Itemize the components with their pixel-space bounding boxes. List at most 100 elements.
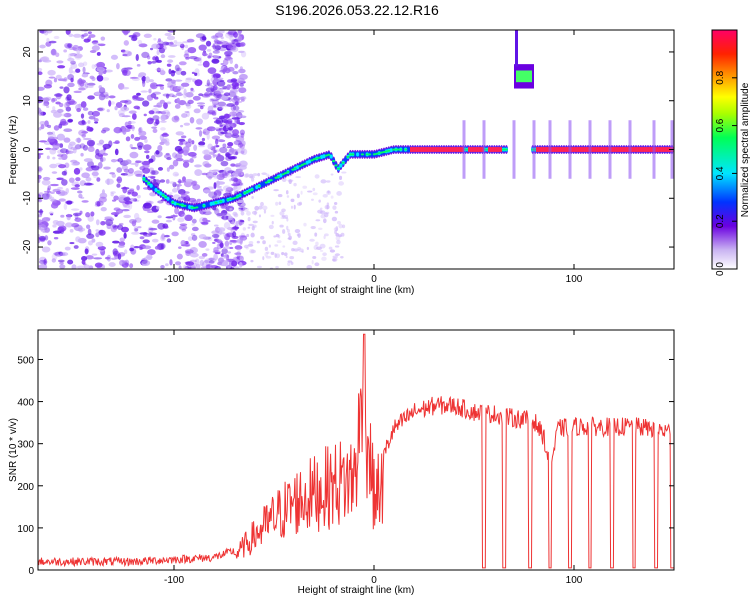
- noise-speck: [84, 81, 89, 89]
- noise-speck: [96, 61, 106, 69]
- noise-speck: [101, 77, 110, 81]
- noise-speck: [273, 189, 279, 192]
- vertical-streak: [608, 120, 612, 179]
- noise-speck: [194, 169, 203, 177]
- x-tick-label: -100: [164, 274, 184, 285]
- noise-speck: [121, 262, 129, 268]
- signal-trace-mark: [219, 200, 223, 203]
- noise-speck: [232, 211, 238, 216]
- noise-speck: [199, 259, 205, 267]
- noise-speck: [287, 228, 290, 233]
- noise-speck: [160, 114, 166, 122]
- noise-speck: [51, 131, 56, 135]
- noise-speck: [66, 94, 72, 101]
- noise-speck: [161, 133, 169, 137]
- noise-speck: [188, 56, 198, 60]
- noise-speck: [220, 253, 224, 257]
- noise-speck: [141, 258, 148, 264]
- noise-speck: [275, 265, 279, 269]
- noise-speck: [194, 164, 202, 168]
- signal-trace-mark: [377, 152, 381, 155]
- noise-speck: [287, 232, 291, 237]
- noise-speck: [311, 259, 314, 265]
- noise-speck: [87, 120, 91, 124]
- noise-speck: [229, 207, 233, 211]
- noise-speck: [87, 146, 95, 153]
- signal-trace-mark: [166, 196, 170, 201]
- noise-speck: [264, 251, 269, 257]
- noise-speck: [201, 112, 210, 120]
- noise-speck: [334, 253, 341, 257]
- noise-speck: [172, 181, 177, 188]
- signal-trace-mark: [284, 172, 288, 175]
- noise-speck: [155, 68, 164, 71]
- noise-speck: [330, 195, 334, 199]
- noise-speck: [160, 54, 166, 59]
- noise-speck: [256, 240, 260, 244]
- noise-speck: [165, 216, 174, 219]
- noise-speck: [98, 70, 103, 76]
- noise-speck: [70, 146, 79, 151]
- noise-speck: [139, 232, 148, 235]
- noise-speck: [273, 235, 277, 238]
- noise-speck: [121, 30, 131, 34]
- noise-speck: [204, 92, 210, 97]
- noise-speck: [184, 44, 189, 49]
- noise-speck: [309, 238, 315, 242]
- vertical-streak: [482, 120, 486, 179]
- noise-speck: [213, 238, 220, 242]
- noise-speck: [294, 229, 301, 234]
- noise-speck: [38, 264, 48, 267]
- noise-speck: [217, 227, 226, 233]
- signal-trace-mark: [344, 156, 348, 163]
- noise-speck: [54, 93, 63, 97]
- noise-speck: [224, 245, 230, 250]
- noise-speck: [148, 88, 152, 94]
- noise-speck: [231, 175, 236, 179]
- noise-speck: [217, 101, 227, 107]
- x-tick-label: 100: [566, 274, 583, 285]
- noise-speck: [323, 212, 329, 218]
- noise-speck: [183, 122, 191, 126]
- noise-speck: [141, 51, 150, 59]
- noise-speck: [213, 149, 217, 154]
- noise-speck: [120, 173, 128, 176]
- noise-speck: [157, 222, 166, 230]
- noise-speck: [195, 127, 203, 130]
- noise-speck: [74, 184, 80, 188]
- noise-speck: [112, 141, 120, 144]
- noise-speck: [69, 228, 74, 233]
- noise-speck: [162, 93, 171, 97]
- noise-speck: [148, 79, 155, 83]
- noise-speck: [78, 78, 83, 85]
- noise-speck: [85, 177, 92, 182]
- noise-speck: [239, 129, 245, 136]
- noise-speck: [236, 251, 241, 258]
- noise-speck: [191, 223, 195, 226]
- noise-speck: [180, 82, 190, 87]
- noise-speck: [74, 217, 82, 222]
- noise-speck: [218, 30, 225, 34]
- noise-speck: [184, 49, 189, 56]
- noise-speck: [237, 248, 241, 254]
- noise-speck: [236, 147, 246, 154]
- colorbar-ticks: 0.0 0.2 0.4 0.6 0.8: [715, 70, 737, 276]
- noise-speck: [232, 184, 238, 187]
- noise-speck: [237, 35, 243, 42]
- signal-trace-mark: [348, 153, 352, 156]
- noise-speck: [231, 39, 236, 45]
- noise-speck: [213, 120, 222, 124]
- noise-speck: [145, 154, 150, 160]
- noise-speck: [229, 239, 236, 243]
- signal-trace-mark: [324, 154, 328, 157]
- signal-trace-mark: [209, 201, 213, 206]
- noise-speck: [219, 146, 228, 154]
- noise-speck: [78, 87, 86, 91]
- noise-speck: [153, 179, 161, 186]
- signal-trace-mark: [300, 163, 304, 166]
- signal-trace-mark: [240, 191, 244, 198]
- noise-speck: [40, 124, 45, 130]
- noise-speck: [159, 141, 165, 145]
- noise-speck: [100, 129, 107, 134]
- noise-speck: [213, 182, 217, 190]
